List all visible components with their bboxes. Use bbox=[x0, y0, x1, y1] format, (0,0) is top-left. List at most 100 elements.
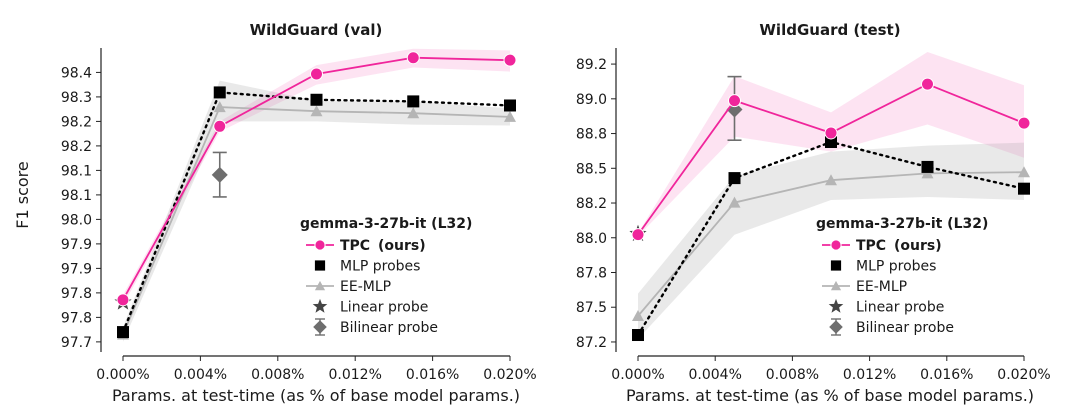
x-tick-label: 0.004% bbox=[689, 367, 742, 383]
series-line-mlp-probes bbox=[121, 91, 512, 334]
data-point-mlp-probes bbox=[728, 172, 741, 185]
data-point-tpc bbox=[503, 53, 517, 67]
data-point-mlp-probes bbox=[504, 99, 516, 112]
data-point-tpc bbox=[116, 293, 130, 307]
data-point-mlp-probes bbox=[117, 326, 129, 339]
legend-marker-bilinear-probe bbox=[829, 320, 843, 334]
data-point-ee-mlp bbox=[504, 110, 516, 122]
y-tick-label: 88.2 bbox=[576, 196, 607, 212]
legend-label-suffix: (ours) bbox=[378, 238, 426, 254]
legend-label-bilinear-probe: Bilinear probe bbox=[340, 320, 438, 336]
legend-marker-ee-mlp bbox=[830, 280, 842, 291]
legend-label-ee-mlp: EE-MLP bbox=[856, 279, 907, 295]
legend-marker-mlp-probes bbox=[830, 260, 842, 271]
data-point-tpc bbox=[310, 67, 323, 81]
data-point-tpc bbox=[728, 94, 741, 108]
data-point-ee-mlp bbox=[407, 107, 420, 119]
legend-label-tpc: TPC bbox=[856, 238, 886, 254]
data-point-mlp-probes bbox=[921, 160, 934, 173]
y-tick-label: 87.2 bbox=[576, 335, 607, 351]
data-point-tpc bbox=[921, 77, 934, 91]
legend: gemma-3-27b-it (L32) TPC (ours) MLP probes E… bbox=[816, 216, 988, 336]
legend-label-bilinear-probe: Bilinear probe bbox=[856, 320, 954, 336]
legend-label-linear-probe: Linear probe bbox=[340, 300, 428, 316]
y-tick-label: 97.8 bbox=[61, 310, 92, 326]
data-point-ee-mlp bbox=[213, 101, 226, 113]
legend-label-ee-mlp: EE-MLP bbox=[340, 279, 391, 295]
y-tick-label: 88.5 bbox=[576, 161, 607, 177]
data-point-ee-mlp bbox=[825, 174, 837, 186]
y-tick-label: 98.3 bbox=[61, 90, 92, 106]
legend-label-mlp-probes: MLP probes bbox=[856, 259, 936, 275]
data-point-ee-mlp bbox=[310, 105, 323, 117]
y-tick-label: 89.2 bbox=[576, 57, 607, 73]
x-tick-label: 0.012% bbox=[843, 367, 896, 383]
x-tick-label: 0.008% bbox=[766, 367, 819, 383]
x-tick-label: 0.008% bbox=[251, 367, 304, 383]
x-tick-label: 0.004% bbox=[174, 367, 227, 383]
chart-wildguard-val: WildGuard (val) Params. at test-time (as… bbox=[61, 21, 537, 405]
bands bbox=[638, 52, 1024, 339]
x-tick-label: 0.016% bbox=[920, 367, 973, 383]
y-tick-label: 97.9 bbox=[61, 261, 92, 277]
y-axis-label: F1 score bbox=[13, 161, 32, 228]
series-layer bbox=[114, 51, 517, 340]
chart-wildguard-test: WildGuard (test) Params. at test-time (a… bbox=[576, 21, 1051, 405]
y-tick-label: 88.0 bbox=[576, 231, 607, 247]
y-tick-label: 97.7 bbox=[61, 335, 92, 351]
y-tick-label: 97.9 bbox=[61, 237, 92, 253]
legend-title: gemma-3-27b-it (L32) bbox=[300, 216, 472, 232]
legend-marker-bilinear-probe bbox=[313, 320, 327, 334]
data-point-ee-mlp bbox=[632, 309, 644, 321]
y-tick-label: 98.1 bbox=[61, 163, 92, 179]
x-tick-label: 0.020% bbox=[997, 367, 1050, 383]
data-point-tpc bbox=[631, 228, 645, 242]
data-point-tpc bbox=[213, 119, 227, 133]
legend-marker-ee-mlp bbox=[314, 280, 326, 291]
x-axis-label: Params. at test-time (as % of base model… bbox=[112, 386, 520, 405]
y-tick-label: 98.2 bbox=[61, 114, 92, 130]
data-point-ee-mlp bbox=[728, 196, 741, 208]
x-tick-label: 0.000% bbox=[611, 367, 664, 383]
axes: 87.2 87.5 87.8 88.0 88.2 88.5 88.8 89.0 89.2 0.00… bbox=[576, 48, 1051, 383]
data-point-tpc bbox=[824, 126, 838, 140]
data-point-tpc bbox=[406, 51, 420, 65]
data-point-bilinear-probe bbox=[211, 166, 228, 183]
x-tick-label: 0.020% bbox=[483, 367, 536, 383]
data-point-mlp-probes bbox=[1018, 182, 1030, 195]
legend-title: gemma-3-27b-it (L32) bbox=[816, 216, 988, 232]
data-point-mlp-probes bbox=[407, 95, 420, 108]
x-tick-label: 0.016% bbox=[406, 367, 459, 383]
data-point-mlp-probes bbox=[825, 136, 837, 149]
legend-label-tpc: TPC bbox=[340, 238, 370, 254]
legend-label-suffix: (ours) bbox=[894, 238, 942, 254]
chart-title: WildGuard (test) bbox=[759, 21, 900, 39]
data-point-mlp-probes bbox=[213, 86, 226, 99]
legend-label-mlp-probes: MLP probes bbox=[340, 259, 420, 275]
y-tick-label: 87.8 bbox=[576, 265, 607, 281]
axes: 97.7 97.8 97.8 97.9 97.9 98.0 98.1 98.1 98.2 98.2… bbox=[61, 48, 537, 383]
legend-marker-tpc bbox=[314, 239, 326, 251]
confidence-band-ee-mlp bbox=[638, 142, 1024, 339]
legend: gemma-3-27b-it (L32) TPC (ours) MLP probes E… bbox=[300, 216, 472, 336]
y-tick-label: 89.0 bbox=[576, 92, 607, 108]
y-tick-label: 98.1 bbox=[61, 188, 92, 204]
y-tick-label: 87.5 bbox=[576, 300, 607, 316]
confidence-band-ee-mlp bbox=[123, 80, 510, 342]
legend-marker-linear-probe bbox=[312, 298, 328, 313]
y-tick-label: 88.8 bbox=[576, 127, 607, 143]
legend-marker-tpc bbox=[830, 239, 842, 251]
data-point-tpc bbox=[1017, 116, 1031, 130]
legend-marker-mlp-probes bbox=[314, 260, 326, 271]
legend-marker-linear-probe bbox=[828, 298, 844, 313]
data-point-mlp-probes bbox=[310, 93, 323, 106]
bands bbox=[123, 48, 510, 342]
data-point-mlp-probes bbox=[632, 329, 644, 342]
series-layer bbox=[629, 75, 1031, 342]
y-tick-label: 98.4 bbox=[61, 65, 92, 81]
x-tick-label: 0.000% bbox=[96, 367, 149, 383]
data-point-ee-mlp bbox=[1018, 166, 1030, 178]
y-tick-label: 97.8 bbox=[61, 286, 92, 302]
y-tick-label: 98.0 bbox=[61, 212, 92, 228]
